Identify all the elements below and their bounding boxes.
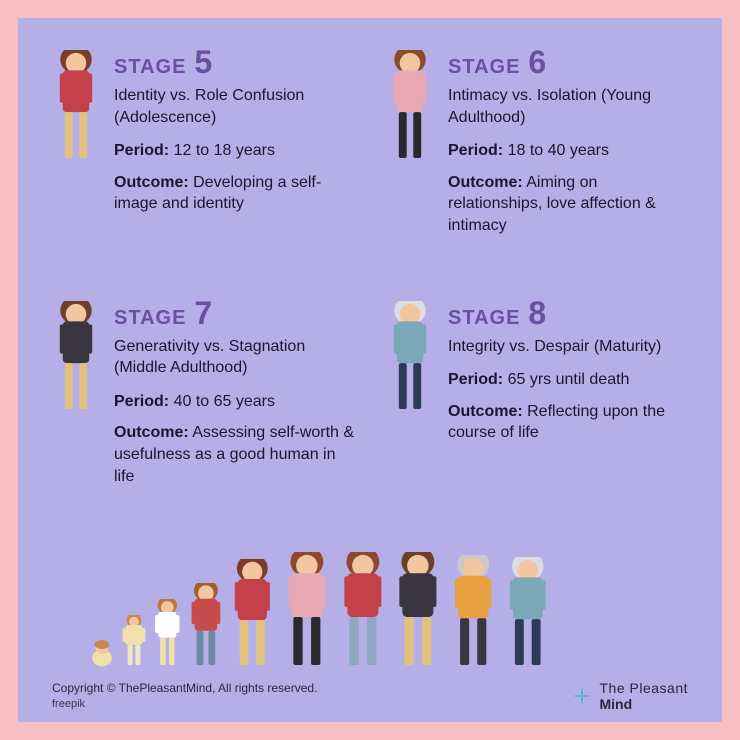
stage-outcome-row: Outcome: Assessing self-worth & usefulne…: [114, 422, 356, 487]
stage-number: 5: [194, 46, 213, 78]
stage-text: STAGE 6 Intimacy vs. Isolation (Young Ad…: [448, 46, 690, 247]
stage-text: STAGE 5 Identity vs. Role Confusion (Ado…: [114, 46, 356, 247]
footer: Copyright © ThePleasantMind, All rights …: [52, 680, 688, 712]
stage-label-word: STAGE: [448, 56, 520, 79]
period-label: Period:: [114, 393, 169, 410]
age-progression-row: [88, 547, 692, 672]
stage-number: 7: [194, 297, 213, 329]
period-value: 40 to 65 years: [174, 393, 275, 410]
stage-outcome-row: Outcome: Reflecting upon the course of l…: [448, 401, 690, 444]
stage-label-word: STAGE: [114, 56, 186, 79]
stage-figure-icon: [50, 297, 102, 498]
progression-figure-icon: [392, 552, 444, 672]
stage-crisis: Intimacy vs. Isolation (Young Adulthood): [448, 85, 690, 128]
stage-label-word: STAGE: [448, 307, 520, 330]
stage-number: 6: [528, 46, 547, 78]
progression-figure-icon: [448, 555, 498, 672]
outcome-label: Outcome:: [114, 174, 189, 191]
stage-text: STAGE 7 Generativity vs. Stagnation (Mid…: [114, 297, 356, 498]
credit-text: freepik: [52, 697, 317, 712]
stage-period-row: Period: 65 yrs until death: [448, 369, 690, 391]
copyright-block: Copyright © ThePleasantMind, All rights …: [52, 680, 317, 712]
stage-title: STAGE 8: [448, 297, 690, 330]
progression-figure-icon: [503, 557, 553, 672]
stage-block-7: STAGE 7 Generativity vs. Stagnation (Mid…: [50, 297, 356, 498]
stage-period-row: Period: 12 to 18 years: [114, 140, 356, 162]
stage-figure-icon: [384, 46, 436, 247]
stage-outcome-row: Outcome: Developing a self-image and ide…: [114, 172, 356, 215]
stage-period-row: Period: 40 to 65 years: [114, 391, 356, 413]
stage-title: STAGE 6: [448, 46, 690, 79]
stage-block-5: STAGE 5 Identity vs. Role Confusion (Ado…: [50, 46, 356, 247]
stage-figure-icon: [384, 297, 436, 498]
stage-text: STAGE 8 Integrity vs. Despair (Maturity)…: [448, 297, 690, 498]
stage-crisis: Generativity vs. Stagnation (Middle Adul…: [114, 336, 356, 379]
progression-figure-icon: [337, 552, 389, 672]
stage-block-6: STAGE 6 Intimacy vs. Isolation (Young Ad…: [384, 46, 690, 247]
progression-figure-icon: [281, 552, 333, 672]
stage-title: STAGE 7: [114, 297, 356, 330]
period-label: Period:: [114, 142, 169, 159]
progression-figure-icon: [120, 615, 148, 672]
period-value: 18 to 40 years: [508, 142, 609, 159]
stage-figure-icon: [50, 46, 102, 247]
progression-figure-icon: [228, 559, 277, 672]
progression-figure-icon: [187, 583, 225, 672]
outcome-label: Outcome:: [448, 403, 523, 420]
infographic-panel: STAGE 5 Identity vs. Role Confusion (Ado…: [18, 18, 722, 722]
period-label: Period:: [448, 142, 503, 159]
period-value: 12 to 18 years: [174, 142, 275, 159]
star-icon: [570, 684, 594, 708]
brand-logo: The Pleasant Mind: [570, 680, 689, 712]
stage-crisis: Integrity vs. Despair (Maturity): [448, 336, 690, 358]
progression-figure-icon: [152, 599, 183, 672]
stage-block-8: STAGE 8 Integrity vs. Despair (Maturity)…: [384, 297, 690, 498]
stage-outcome-row: Outcome: Aiming on relationships, love a…: [448, 172, 690, 237]
stages-grid: STAGE 5 Identity vs. Role Confusion (Ado…: [50, 46, 690, 497]
outcome-label: Outcome:: [448, 174, 523, 191]
stage-period-row: Period: 18 to 40 years: [448, 140, 690, 162]
progression-figure-icon: [88, 637, 116, 672]
outcome-label: Outcome:: [114, 424, 189, 441]
copyright-text: Copyright © ThePleasantMind, All rights …: [52, 680, 317, 697]
period-value: 65 yrs until death: [508, 371, 630, 388]
stage-crisis: Identity vs. Role Confusion (Adolescence…: [114, 85, 356, 128]
brand-text: The Pleasant Mind: [600, 680, 689, 712]
period-label: Period:: [448, 371, 503, 388]
stage-title: STAGE 5: [114, 46, 356, 79]
stage-label-word: STAGE: [114, 307, 186, 330]
stage-number: 8: [528, 297, 547, 329]
